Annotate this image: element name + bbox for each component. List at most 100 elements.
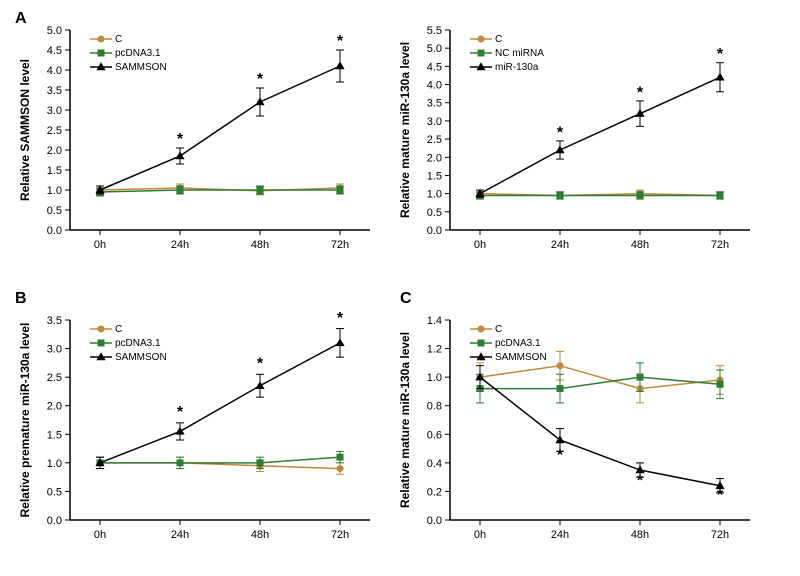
svg-text:2.0: 2.0 [47,401,62,413]
svg-text:4.0: 4.0 [47,65,62,77]
legend-label: NC miRNA [495,48,544,59]
chart-b: 0.00.51.01.52.02.53.03.50h24h48h72h***Re… [70,320,370,520]
legend-item: pcDNA3.1 [470,336,547,350]
svg-text:4.5: 4.5 [47,45,62,57]
legend-label: miR-130a [495,62,538,73]
legend: C pcDNA3.1 SAMMSON [90,32,167,74]
svg-text:3.5: 3.5 [47,315,62,327]
svg-text:*: * [557,447,564,464]
svg-text:72h: 72h [711,529,729,541]
chart-a1: 0.00.51.01.52.02.53.03.54.04.55.00h24h48… [70,30,370,230]
svg-text:0.0: 0.0 [47,515,62,527]
legend-label: C [115,324,122,335]
legend: C pcDNA3.1 SAMMSON [470,322,547,364]
legend-label: SAMMSON [495,352,547,363]
legend-item: SAMMSON [90,350,167,364]
panel-label-c: C [400,290,412,308]
panel-label-a: A [15,10,27,28]
legend-item: NC miRNA [470,46,544,60]
svg-text:*: * [717,46,724,63]
svg-text:0h: 0h [94,239,106,251]
svg-text:2.5: 2.5 [47,372,62,384]
legend-item: SAMMSON [470,350,547,364]
panel-label-b: B [15,290,27,308]
legend-item: C [90,32,167,46]
svg-text:*: * [257,71,264,88]
svg-text:72h: 72h [331,239,349,251]
legend-label: C [495,324,502,335]
svg-text:*: * [717,487,724,504]
svg-text:0.0: 0.0 [427,515,442,527]
legend-item: miR-130a [470,60,544,74]
svg-text:0.5: 0.5 [47,205,62,217]
svg-text:0.2: 0.2 [427,486,442,498]
svg-text:0.5: 0.5 [47,486,62,498]
svg-text:1.2: 1.2 [427,344,442,356]
svg-text:4.0: 4.0 [427,80,442,92]
legend-item: C [470,322,547,336]
legend-label: pcDNA3.1 [115,338,161,349]
ylabel: Relative premature miR-130a level [18,323,32,518]
svg-text:5.5: 5.5 [427,25,442,37]
legend-item: C [90,322,167,336]
svg-text:1.0: 1.0 [427,372,442,384]
svg-text:72h: 72h [711,239,729,251]
svg-text:0.5: 0.5 [427,207,442,219]
svg-text:24h: 24h [171,529,189,541]
svg-text:48h: 48h [631,529,649,541]
svg-text:*: * [257,356,264,373]
svg-text:3.5: 3.5 [427,98,442,110]
svg-text:0h: 0h [94,529,106,541]
svg-text:3.0: 3.0 [47,105,62,117]
svg-text:1.5: 1.5 [47,165,62,177]
svg-text:*: * [637,84,644,101]
svg-text:*: * [177,404,184,421]
svg-text:24h: 24h [171,239,189,251]
svg-text:1.0: 1.0 [427,189,442,201]
svg-text:5.0: 5.0 [47,25,62,37]
svg-text:1.5: 1.5 [427,170,442,182]
svg-text:3.5: 3.5 [47,85,62,97]
svg-text:24h: 24h [551,529,569,541]
svg-text:3.0: 3.0 [47,344,62,356]
legend-item: pcDNA3.1 [90,46,167,60]
legend-item: SAMMSON [90,60,167,74]
svg-text:0.8: 0.8 [427,401,442,413]
svg-text:2.5: 2.5 [47,125,62,137]
legend-label: SAMMSON [115,62,167,73]
legend: C pcDNA3.1 SAMMSON [90,322,167,364]
svg-text:48h: 48h [631,239,649,251]
legend-label: SAMMSON [115,352,167,363]
ylabel: Relative mature miR-130a level [398,332,412,508]
svg-text:72h: 72h [331,529,349,541]
chart-a2: 0.00.51.01.52.02.53.03.54.04.55.05.50h24… [450,30,750,230]
svg-text:0.4: 0.4 [427,458,442,470]
svg-text:2.0: 2.0 [427,152,442,164]
svg-text:48h: 48h [251,239,269,251]
svg-text:3.0: 3.0 [427,116,442,128]
svg-text:0h: 0h [474,239,486,251]
svg-text:*: * [637,473,644,490]
ylabel: Relative SAMMSON level [18,59,32,201]
svg-text:2.5: 2.5 [427,134,442,146]
legend-label: C [495,34,502,45]
svg-text:5.0: 5.0 [427,43,442,55]
svg-text:0.0: 0.0 [427,225,442,237]
svg-text:2.0: 2.0 [47,145,62,157]
svg-text:1.4: 1.4 [427,315,442,327]
svg-text:48h: 48h [251,529,269,541]
svg-text:*: * [177,131,184,148]
ylabel: Relative mature miR-130a level [398,42,412,218]
svg-text:*: * [337,33,344,50]
svg-text:1.5: 1.5 [47,429,62,441]
svg-text:0.0: 0.0 [47,225,62,237]
svg-text:0h: 0h [474,529,486,541]
legend: C NC miRNA miR-130a [470,32,544,74]
figure-root: A B C 0.00.51.01.52.02.53.03.54.04.55.00… [0,0,800,576]
legend-label: pcDNA3.1 [115,48,161,59]
legend-label: C [115,34,122,45]
svg-text:*: * [557,124,564,141]
svg-text:24h: 24h [551,239,569,251]
legend-label: pcDNA3.1 [495,338,541,349]
svg-text:*: * [337,310,344,327]
